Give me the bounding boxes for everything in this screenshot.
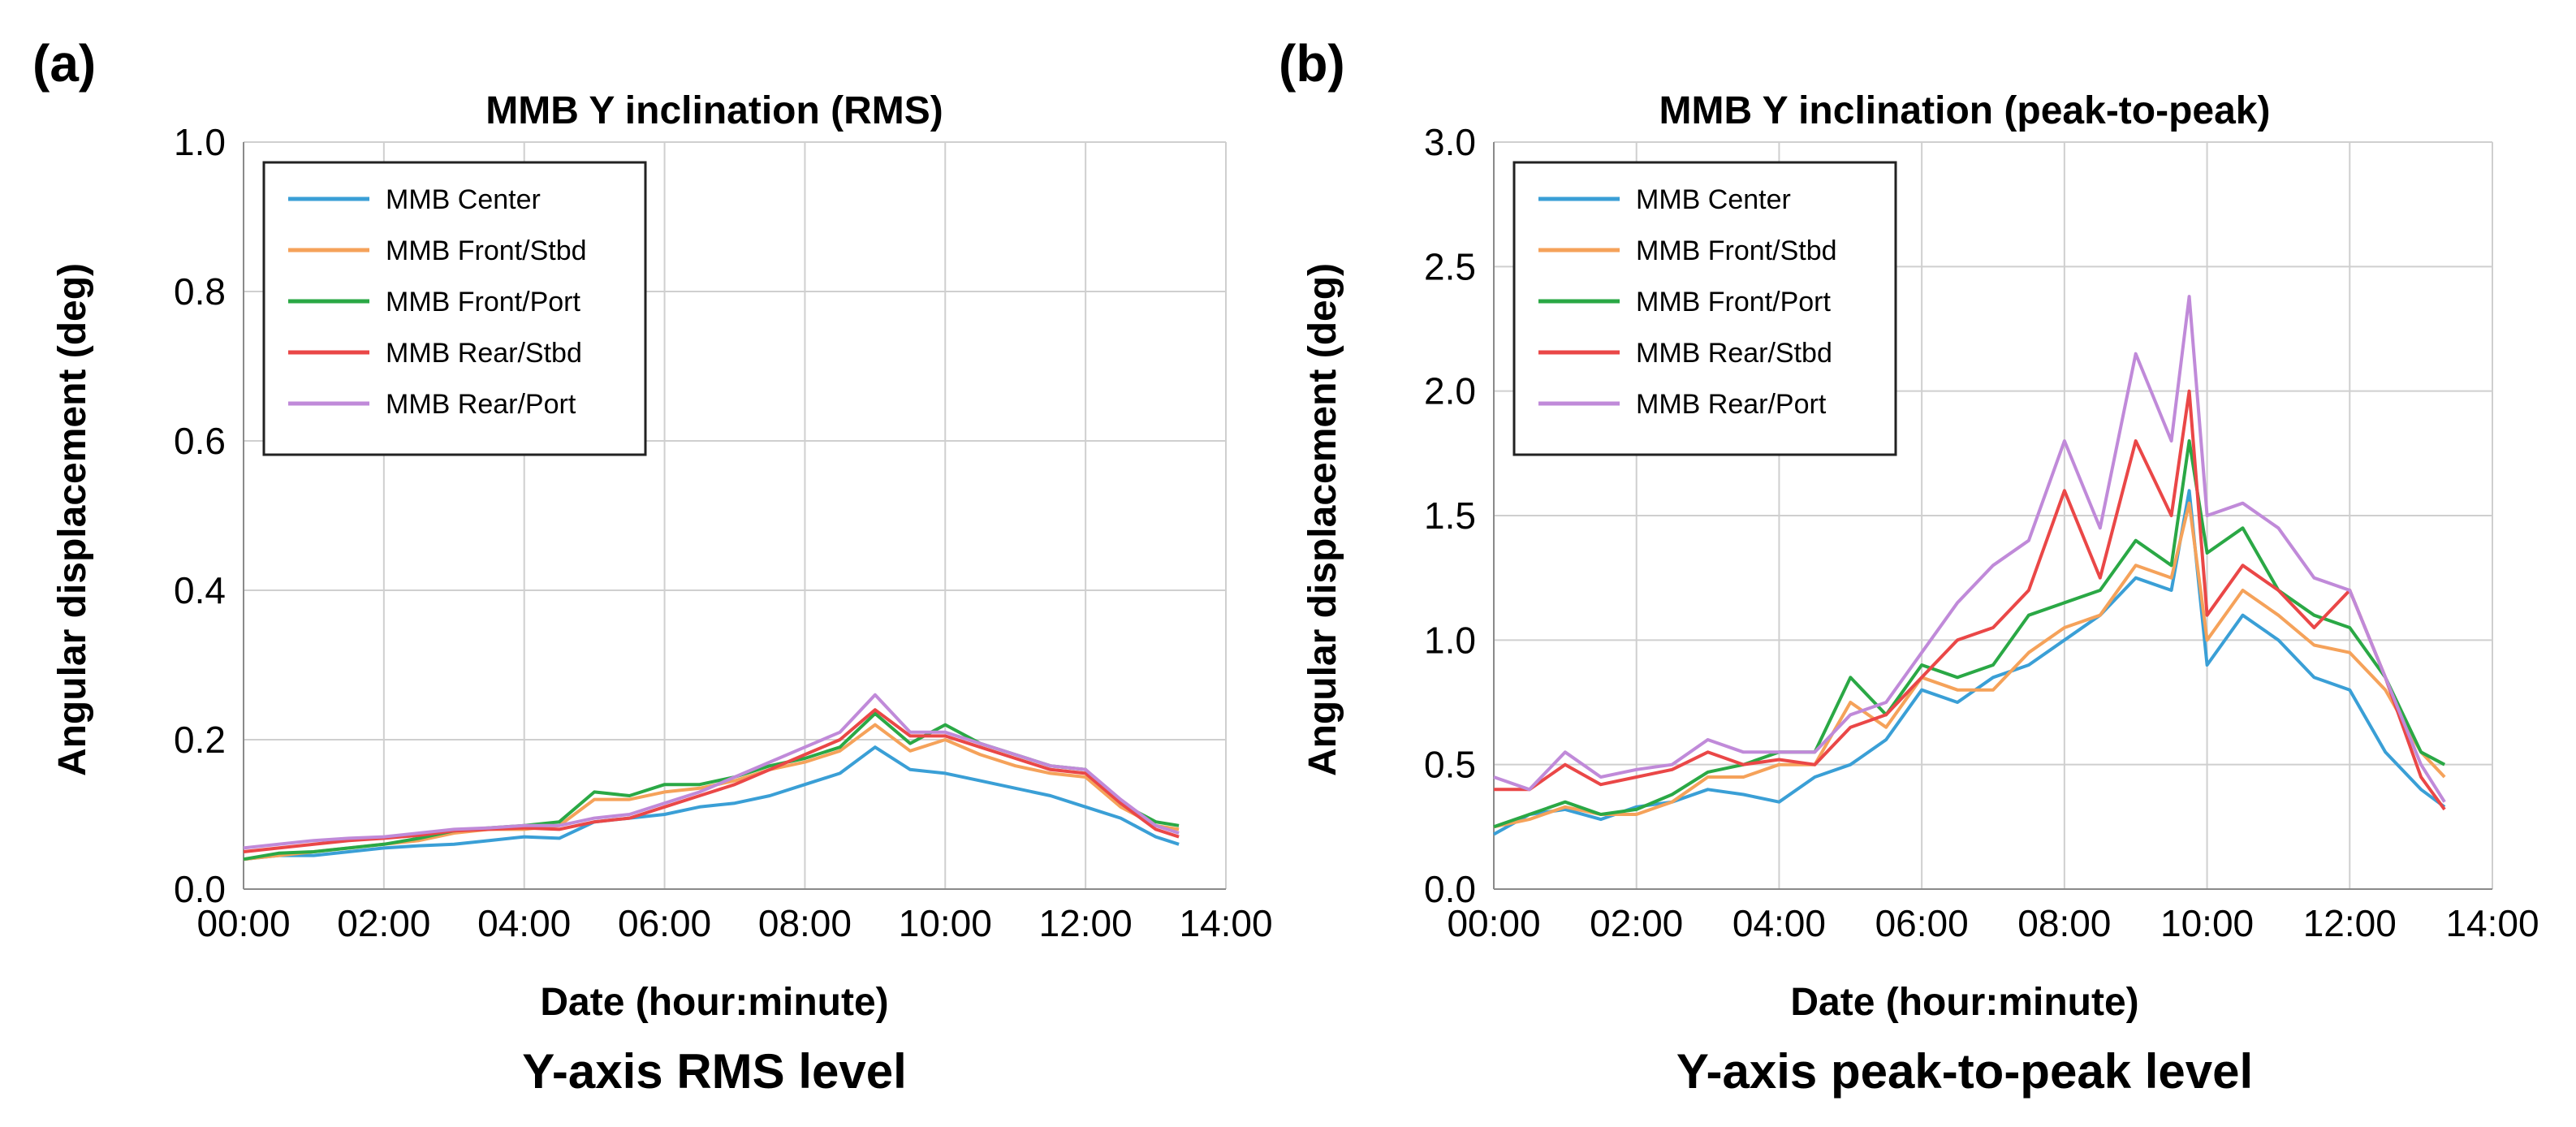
chart-b-xtick-label: 14:00	[2445, 902, 2539, 944]
chart-a-ytick-label: 1.0	[174, 121, 226, 163]
chart-b-ytick-label: 0.5	[1424, 744, 1476, 786]
chart-a-legend-label: MMB Front/Stbd	[386, 235, 587, 266]
chart-b-ytick-label: 0.0	[1424, 868, 1476, 910]
chart-a-xtick-label: 14:00	[1179, 902, 1272, 944]
chart-b-xtick-label: 12:00	[2303, 902, 2397, 944]
chart-b-legend-label: MMB Front/Stbd	[1636, 235, 1837, 266]
chart-b-legend-label: MMB Rear/Stbd	[1636, 338, 1832, 369]
chart-b-ylabel: Angular displacement (deg)	[1301, 263, 1344, 776]
chart-b-xtick-label: 00:00	[1447, 902, 1540, 944]
chart-a-xtick-label: 04:00	[477, 902, 571, 944]
chart-b-xtick-label: 02:00	[1590, 902, 1683, 944]
chart-b-legend-label: MMB Front/Port	[1636, 287, 1831, 317]
chart-b-legend-label: MMB Center	[1636, 184, 1791, 215]
chart-b-legend	[1512, 161, 1897, 456]
chart-a-xtick-label: 10:00	[899, 902, 992, 944]
chart-b-ytick-label: 2.0	[1424, 370, 1476, 412]
chart-b-xtick-label: 08:00	[2017, 902, 2111, 944]
chart-b-ytick-label: 1.0	[1424, 619, 1476, 661]
chart-a-xtick-label: 02:00	[337, 902, 430, 944]
chart-a-legend	[262, 161, 647, 456]
chart-b-xtick-label: 04:00	[1732, 902, 1826, 944]
panel-b: (b) MMB Y inclination (peak-to-peak) 00:…	[1279, 34, 2539, 1099]
chart-a-legend-label: MMB Center	[386, 184, 541, 215]
panel-b-letter: (b)	[1279, 34, 1345, 93]
chart-b-xtick-label: 10:00	[2160, 902, 2254, 944]
chart-b-series-mmb-front-stbd	[1493, 501, 2446, 829]
chart-b-series-mmb-rear-port	[1493, 295, 2446, 803]
chart-b-series-mmb-rear-stbd	[1494, 389, 2446, 811]
chart-b-series-mmb-front-port	[1493, 439, 2446, 829]
chart-a-xtick-label: 06:00	[618, 902, 711, 944]
chart-a-legend-label: MMB Rear/Stbd	[386, 338, 582, 369]
chart-a-ytick-label: 0.4	[174, 569, 226, 611]
chart-b-legend-label: MMB Rear/Port	[1636, 389, 1827, 420]
chart-a-xtick-label: 00:00	[196, 902, 290, 944]
chart-a-title: MMB Y inclination (RMS)	[485, 89, 943, 132]
chart-b-series-mmb-center	[1493, 489, 2446, 836]
chart-a-ytick-label: 0.2	[174, 719, 226, 761]
chart-b-ytick-label: 2.5	[1424, 245, 1476, 287]
chart-a-series-mmb-rear-port	[243, 693, 1180, 850]
panel-a: (a) MMB Y inclination (RMS) 00:00 02:00 04…	[32, 34, 1273, 1099]
chart-b-title: MMB Y inclination (peak-to-peak)	[1659, 89, 2271, 132]
chart-a-ytick-label: 0.0	[174, 868, 226, 910]
chart-a-series-mmb-center	[243, 745, 1180, 861]
chart-b: 00:00 02:00 04:00 06:00 08:00 10:00 12:00 14:00…	[1424, 121, 2539, 944]
chart-a-ytick-label: 0.8	[174, 270, 226, 313]
chart-a-ytick-label: 0.6	[174, 420, 226, 462]
panel-b-caption: Y-axis peak-to-peak level	[1676, 1044, 2253, 1099]
chart-a-ylabel: Angular displacement (deg)	[51, 263, 94, 776]
chart-a-xtick-label: 12:00	[1039, 902, 1133, 944]
chart-a-legend-label: MMB Front/Port	[386, 287, 580, 317]
panel-a-caption: Y-axis RMS level	[522, 1044, 907, 1099]
chart-a-xlabel: Date (hour:minute)	[540, 981, 888, 1024]
chart-b-ytick-label: 1.5	[1424, 494, 1476, 537]
chart-b-xtick-label: 06:00	[1875, 902, 1969, 944]
chart-a-legend-label: MMB Rear/Port	[386, 389, 576, 420]
panel-a-letter: (a)	[32, 34, 96, 93]
chart-a-series-mmb-rear-stbd	[243, 708, 1180, 853]
chart-b-xlabel: Date (hour:minute)	[1790, 981, 2138, 1024]
chart-a: 00:00 02:00 04:00 06:00 08:00 10:00 12:00 14:00…	[174, 121, 1273, 944]
chart-b-ytick-label: 3.0	[1424, 121, 1476, 163]
chart-a-xtick-label: 08:00	[758, 902, 852, 944]
